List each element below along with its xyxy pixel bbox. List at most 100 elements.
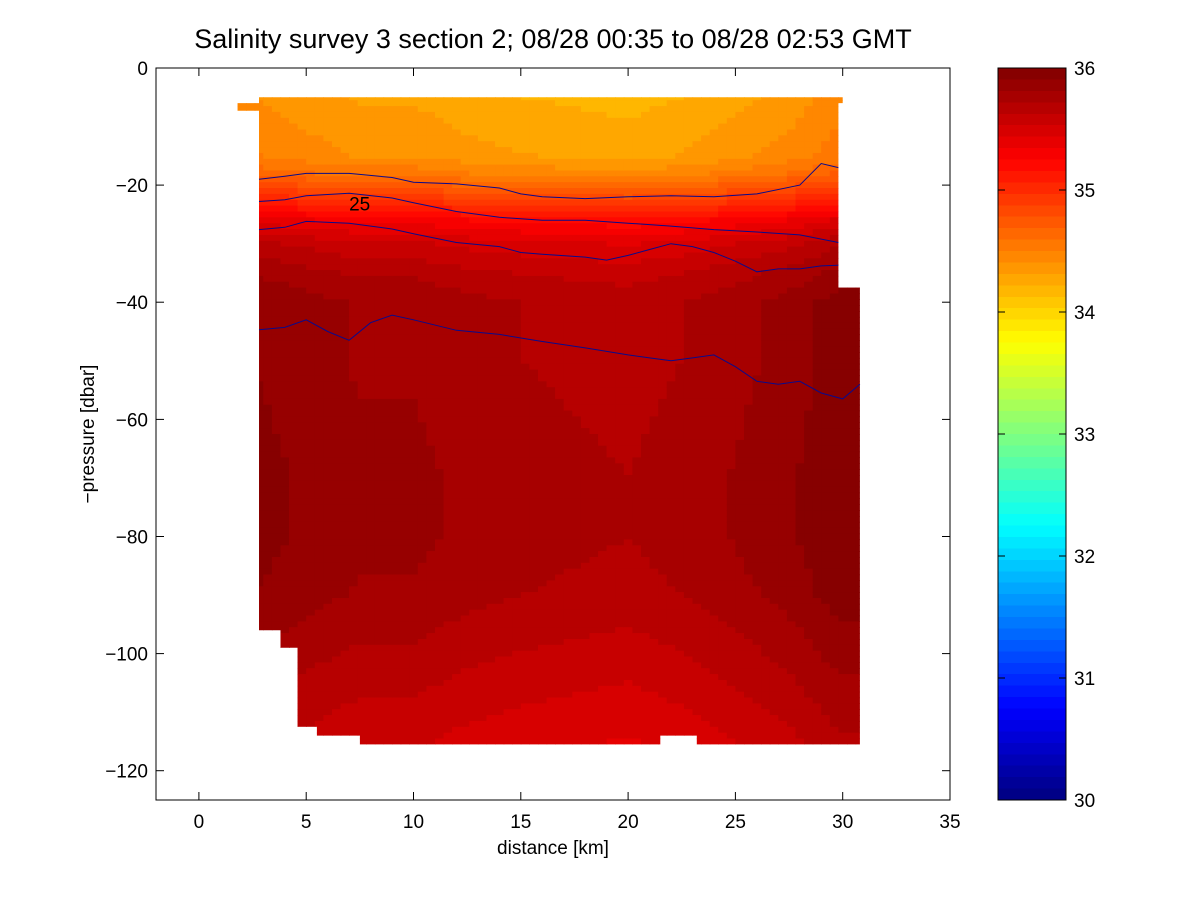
field-cell (306, 311, 316, 318)
field-cell (426, 193, 436, 201)
field-cell (555, 152, 565, 160)
field-cell (443, 656, 453, 663)
field-cell (340, 720, 350, 728)
field-cell (297, 193, 307, 201)
field-cell (580, 662, 591, 669)
field-cell (392, 322, 402, 330)
field-cell (435, 246, 445, 254)
field-cell (529, 293, 539, 300)
field-cell (323, 674, 333, 681)
field-cell (443, 393, 453, 400)
field-cell (435, 299, 445, 306)
field-cell (555, 680, 565, 687)
field-cell (460, 334, 470, 341)
field-cell (512, 240, 522, 248)
field-cell (297, 709, 307, 716)
field-cell (606, 305, 616, 312)
field-cell (538, 668, 548, 675)
field-cell (263, 299, 273, 306)
field-cell (477, 445, 488, 453)
field-cell (452, 562, 462, 570)
field-cell (512, 680, 522, 687)
field-cell (400, 732, 410, 740)
field-cell (495, 287, 505, 295)
field-cell (340, 193, 350, 201)
field-cell (477, 586, 488, 593)
field-cell (563, 246, 573, 254)
field-cell (495, 697, 505, 704)
field-cell (323, 521, 333, 529)
field-cell (409, 439, 419, 447)
field-cell (452, 691, 462, 699)
field-cell (383, 574, 393, 581)
field-cell (426, 697, 436, 704)
field-cell (314, 258, 324, 265)
field-cell (572, 352, 582, 359)
field-cell (598, 510, 608, 517)
field-cell (357, 715, 367, 722)
field-cell (529, 211, 539, 218)
field-cell (598, 404, 608, 412)
field-cell (538, 211, 548, 218)
field-cell (392, 211, 402, 218)
field-cell (306, 97, 316, 101)
field-cell (529, 650, 539, 658)
field-cell (563, 539, 573, 546)
field-cell (477, 492, 488, 500)
field-cell (460, 381, 470, 388)
field-cell (460, 393, 470, 400)
field-cell (520, 492, 530, 500)
field-cell (469, 574, 479, 581)
field-cell (486, 674, 496, 681)
field-cell (297, 375, 307, 382)
field-cell (538, 316, 548, 324)
field-cell (417, 568, 427, 576)
field-cell (512, 486, 522, 494)
field-cell (460, 680, 470, 687)
field-cell (323, 217, 333, 224)
field-cell (452, 252, 462, 259)
field-cell (435, 252, 445, 259)
field-cell (529, 615, 539, 622)
field-cell (580, 510, 591, 517)
field-cell (555, 592, 565, 599)
field-cell (503, 252, 513, 259)
field-cell (452, 703, 462, 710)
field-cell (297, 211, 307, 218)
field-cell (512, 176, 522, 183)
field-cell (563, 521, 573, 529)
field-cell (529, 199, 539, 207)
field-cell (572, 445, 582, 453)
field-cell (323, 322, 333, 330)
field-cell (580, 199, 591, 207)
field-cell (297, 311, 307, 318)
field-cell (555, 674, 565, 681)
field-cell (563, 97, 573, 101)
field-cell (452, 322, 462, 330)
field-cell (383, 223, 393, 230)
field-cell (555, 346, 565, 353)
field-cell (529, 586, 539, 593)
field-cell (598, 182, 608, 189)
field-cell (460, 176, 470, 183)
field-cell (460, 457, 470, 464)
field-cell (297, 363, 307, 371)
field-cell (349, 141, 359, 148)
field-cell (495, 240, 505, 248)
field-cell (512, 492, 522, 500)
field-cell (435, 106, 445, 113)
field-cell (426, 451, 436, 459)
field-cell (563, 469, 573, 476)
field-cell (512, 193, 522, 201)
field-cell (392, 264, 402, 271)
field-cell (271, 568, 282, 576)
field-cell (417, 586, 427, 593)
field-cell (323, 381, 333, 388)
field-cell (271, 615, 282, 622)
field-cell (503, 164, 513, 172)
field-cell (426, 129, 436, 136)
field-cell (409, 410, 419, 418)
field-cell (503, 346, 513, 353)
field-cell (435, 170, 445, 177)
field-cell (598, 393, 608, 400)
